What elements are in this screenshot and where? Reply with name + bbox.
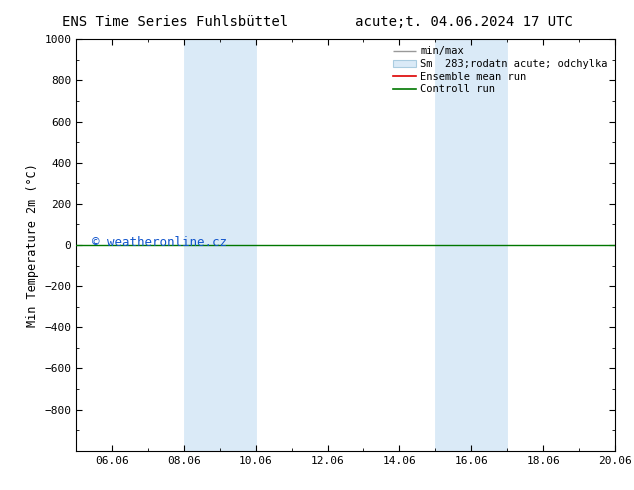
Bar bbox=[436, 39, 507, 451]
Y-axis label: Min Temperature 2m (°C): Min Temperature 2m (°C) bbox=[25, 163, 39, 327]
Legend: min/max, Sm  283;rodatn acute; odchylka, Ensemble mean run, Controll run: min/max, Sm 283;rodatn acute; odchylka, … bbox=[391, 45, 610, 97]
Text: © weatheronline.cz: © weatheronline.cz bbox=[93, 237, 227, 249]
Text: ENS Time Series Fuhlsbüttel        acute;t. 04.06.2024 17 UTC: ENS Time Series Fuhlsbüttel acute;t. 04.… bbox=[61, 15, 573, 29]
Bar bbox=[184, 39, 256, 451]
